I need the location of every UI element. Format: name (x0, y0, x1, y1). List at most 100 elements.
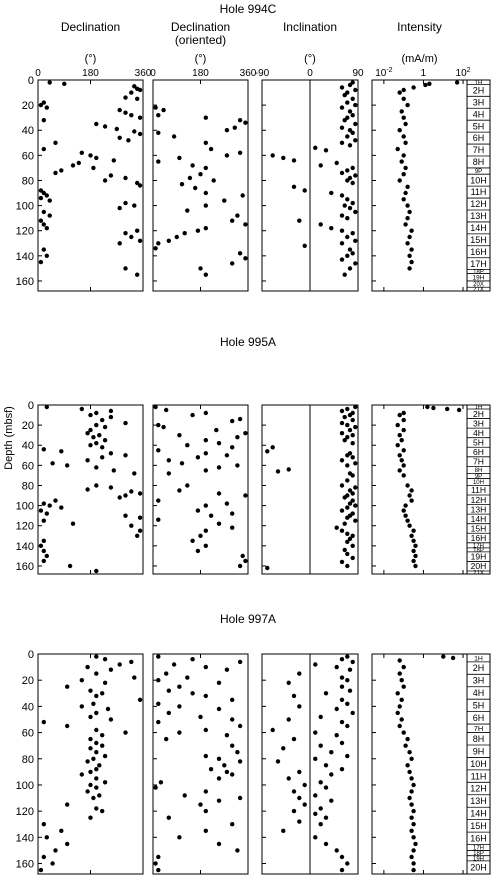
data-point (185, 208, 190, 213)
data-point (76, 160, 82, 166)
data-point (345, 701, 350, 706)
data-point (135, 180, 140, 186)
data-point (65, 802, 70, 807)
y-tick-label: 120 (16, 806, 34, 818)
data-point (243, 256, 248, 261)
data-point (397, 453, 402, 458)
data-point (224, 769, 230, 775)
data-point (411, 782, 416, 788)
data-point (102, 680, 108, 685)
data-point (409, 756, 414, 761)
data-point (405, 483, 410, 488)
data-point (235, 435, 240, 440)
data-point (318, 743, 323, 748)
data-point (339, 867, 345, 873)
data-point (117, 662, 122, 667)
data-point (353, 485, 358, 490)
data-point (230, 445, 235, 450)
core-label: 7H (473, 457, 484, 467)
data-point (177, 704, 182, 709)
data-point (342, 414, 347, 420)
data-point (38, 543, 44, 548)
data-point (329, 772, 334, 777)
x-tick-label: 180 (192, 68, 209, 79)
hole-title: Hole 994C (220, 2, 277, 16)
data-point (342, 495, 347, 500)
data-point (38, 508, 44, 513)
data-point (345, 723, 350, 729)
data-point (334, 706, 339, 712)
data-point (123, 493, 128, 498)
data-point (50, 861, 55, 866)
core-label: 21X (473, 287, 484, 293)
data-point (297, 819, 302, 824)
data-point (94, 710, 99, 716)
data-point (237, 416, 243, 422)
data-point (38, 867, 44, 873)
data-point (313, 730, 318, 735)
y-tick-label: 120 (16, 521, 34, 533)
data-point (41, 190, 46, 196)
core-label: 1H (474, 655, 483, 662)
data-point (123, 266, 128, 271)
data-point (88, 769, 93, 775)
data-point (85, 431, 90, 436)
data-point (88, 736, 93, 742)
x-tick-label: -90 (255, 68, 270, 79)
data-point (129, 489, 134, 494)
data-point (208, 146, 214, 152)
data-point (156, 241, 161, 246)
data-point (117, 107, 122, 113)
data-point (411, 822, 416, 827)
data-point (44, 404, 49, 410)
data-point (94, 693, 99, 699)
data-point (345, 531, 350, 536)
core-label: 18P (473, 851, 484, 857)
data-point (345, 463, 350, 468)
data-point (59, 828, 64, 833)
core-label: 10H (470, 175, 487, 185)
x-tick-label: 0 (150, 68, 156, 79)
core-label: 8H (473, 734, 485, 744)
data-point (347, 266, 353, 271)
data-point (44, 105, 49, 110)
core-label: 18P (473, 270, 484, 276)
data-point (79, 406, 85, 412)
data-point (401, 172, 406, 177)
data-point (403, 503, 408, 508)
data-point (97, 433, 102, 438)
data-point (413, 553, 418, 559)
data-point (108, 451, 114, 456)
data-point (44, 253, 49, 258)
data-point (216, 491, 222, 496)
y-tick-label: 140 (16, 251, 34, 263)
data-point (407, 253, 412, 258)
data-point (88, 443, 93, 448)
core-label: 16H (470, 247, 487, 257)
core-label: 19H (473, 856, 484, 862)
data-point (297, 769, 302, 775)
data-point (347, 109, 353, 114)
data-point (339, 257, 345, 262)
core-label: 16H (470, 833, 487, 843)
data-point (286, 717, 291, 722)
data-point (339, 684, 345, 689)
data-point (179, 461, 185, 466)
data-point (94, 750, 99, 755)
data-point (339, 740, 345, 746)
data-point (187, 175, 193, 181)
data-point (79, 678, 85, 683)
data-point (203, 789, 208, 794)
data-point (137, 491, 143, 496)
column-unit: (°) (304, 53, 316, 65)
data-point (302, 782, 307, 788)
data-point (302, 243, 307, 248)
core-label: 4H (473, 428, 484, 438)
data-point (291, 693, 297, 699)
data-point (413, 841, 418, 847)
data-point (193, 185, 198, 191)
data-point (347, 488, 353, 493)
hole-plot: Hole 995A 0 20 40 60 80 100 120 140 160 1H2H3H4H5H… (16, 335, 491, 577)
data-point (323, 148, 329, 153)
data-point (345, 435, 350, 440)
